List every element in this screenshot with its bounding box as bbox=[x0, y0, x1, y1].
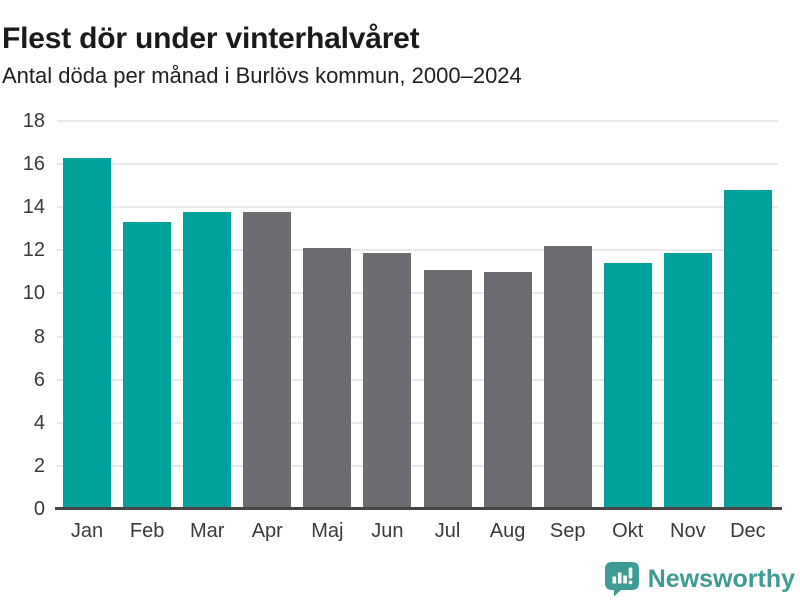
gridline-10 bbox=[57, 292, 778, 295]
y-axis: 0 2 4 6 8 10 12 14 16 18 bbox=[0, 110, 45, 520]
bar-dec bbox=[723, 189, 772, 509]
bar-slot-apr bbox=[237, 121, 297, 509]
gridline-16 bbox=[57, 163, 778, 166]
y-tick-label-10: 10 bbox=[22, 282, 45, 305]
y-tick-label-4: 4 bbox=[33, 411, 45, 434]
y-tick-label-14: 14 bbox=[22, 196, 45, 219]
y-tick-label-12: 12 bbox=[22, 239, 45, 262]
gridline-18 bbox=[57, 120, 778, 122]
x-tick-label-okt: Okt bbox=[612, 520, 644, 542]
bar-slot-jun bbox=[357, 121, 417, 509]
bar-apr bbox=[243, 211, 292, 509]
x-tick-label-maj: Maj bbox=[311, 520, 344, 542]
bar-slot-mar bbox=[177, 121, 237, 509]
x-tick-label-jan: Jan bbox=[70, 520, 104, 542]
x-tick-label-jun: Jun bbox=[371, 520, 404, 542]
brand-footer: Newsworthy bbox=[604, 562, 795, 597]
bar-slot-jul bbox=[417, 121, 477, 509]
x-tick-label-jul: Jul bbox=[434, 520, 461, 542]
y-tick-label-2: 2 bbox=[33, 454, 45, 477]
bar-slot-dec bbox=[718, 121, 778, 509]
gridline-6 bbox=[57, 378, 778, 381]
newsworthy-logo-icon bbox=[604, 562, 639, 597]
x-tick-label-sep: Sep bbox=[549, 520, 586, 542]
brand-name: Newsworthy bbox=[647, 565, 795, 593]
bar-okt bbox=[603, 263, 652, 509]
bar-slot-maj bbox=[297, 121, 357, 509]
x-tick-label-aug: Aug bbox=[489, 520, 526, 542]
x-tick-label-dec: Dec bbox=[730, 520, 766, 542]
bar-aug bbox=[483, 271, 532, 509]
chart-subtitle: Antal döda per månad i Burlövs kommun, 2… bbox=[2, 63, 522, 88]
bar-slot-okt bbox=[598, 121, 658, 509]
x-axis: Jan Feb Mar Apr Maj Jun Jul Aug Sep Okt Nov Dec bbox=[57, 516, 778, 546]
bar-series bbox=[57, 121, 778, 509]
x-tick-label-apr: Apr bbox=[251, 520, 283, 542]
bar-slot-jan bbox=[57, 121, 117, 509]
bar-slot-aug bbox=[478, 121, 538, 509]
gridline-2 bbox=[57, 464, 778, 467]
gridline-12 bbox=[57, 249, 778, 252]
bar-jun bbox=[363, 252, 412, 509]
bar-sep bbox=[543, 246, 592, 509]
bar-slot-feb bbox=[117, 121, 177, 509]
chart-title: Flest dör under vinterhalvåret bbox=[2, 22, 420, 56]
bar-slot-sep bbox=[538, 121, 598, 509]
gridline-4 bbox=[57, 421, 778, 424]
x-tick-label-feb: Feb bbox=[129, 520, 165, 542]
bar-jan bbox=[63, 157, 112, 509]
x-axis-baseline bbox=[55, 507, 782, 510]
y-tick-label-16: 16 bbox=[22, 153, 45, 176]
bar-jul bbox=[423, 269, 472, 509]
bar-maj bbox=[303, 248, 352, 509]
bar-feb bbox=[123, 222, 172, 509]
y-tick-label-6: 6 bbox=[33, 368, 45, 391]
plot-area bbox=[57, 120, 778, 509]
x-tick-label-mar: Mar bbox=[189, 520, 225, 542]
bar-nov bbox=[663, 252, 712, 509]
bar-slot-nov bbox=[658, 121, 718, 509]
bar-mar bbox=[183, 211, 232, 509]
x-tick-label-nov: Nov bbox=[670, 520, 706, 542]
y-tick-label-8: 8 bbox=[33, 325, 45, 348]
gridline-14 bbox=[57, 206, 778, 209]
y-tick-label-0: 0 bbox=[33, 498, 45, 520]
gridline-8 bbox=[57, 335, 778, 338]
y-tick-label-18: 18 bbox=[22, 110, 45, 132]
